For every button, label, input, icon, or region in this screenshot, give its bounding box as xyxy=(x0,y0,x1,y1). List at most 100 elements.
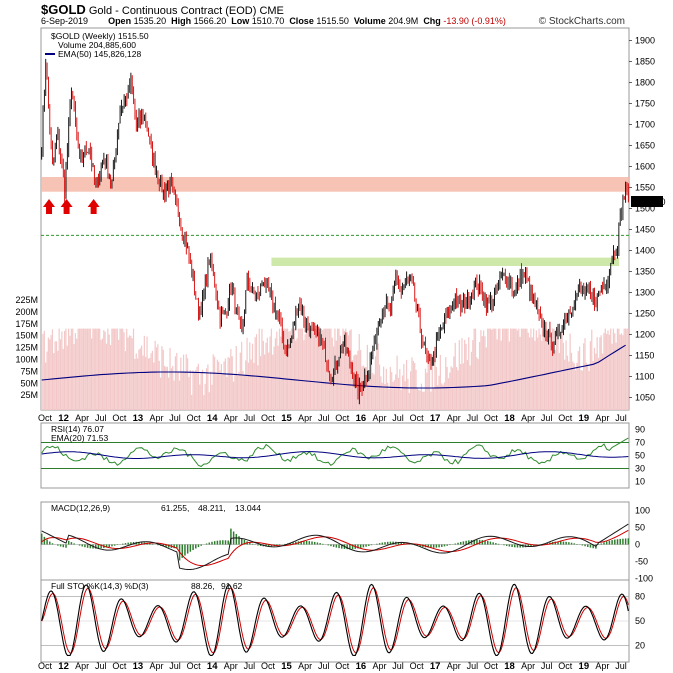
volume-bar xyxy=(312,328,314,410)
volume-bar xyxy=(299,328,301,410)
volume-bar xyxy=(545,328,547,410)
volume-bar xyxy=(176,353,178,410)
volume-bar xyxy=(568,361,570,410)
volume-bar xyxy=(442,384,444,410)
volume-bar xyxy=(259,356,262,410)
price-tick-label: 1400 xyxy=(635,245,655,255)
volume-bar xyxy=(68,328,70,410)
volume-bar xyxy=(63,330,66,410)
volume-bar xyxy=(95,328,97,410)
volume-bar xyxy=(547,328,550,410)
volume-bar xyxy=(147,358,150,410)
bottom-x-tick-label: Jul xyxy=(318,661,330,671)
quote-line: 6-Sep-2019 Open 1535.20 High 1566.20 Low… xyxy=(41,16,506,26)
volume-bar xyxy=(530,328,532,410)
bottom-x-tick-label: 16 xyxy=(356,661,367,672)
volume-bar xyxy=(607,330,609,410)
sto-d-line xyxy=(41,586,629,654)
volume-bar xyxy=(235,346,237,410)
volume-tick-label: 225M xyxy=(15,295,38,305)
volume-bar xyxy=(308,328,310,410)
volume-bar xyxy=(218,361,220,410)
volume-bar xyxy=(578,346,581,410)
volume-bar xyxy=(85,328,87,410)
volume-bar xyxy=(418,389,420,410)
volume-bar xyxy=(374,356,377,410)
bottom-x-tick-label: Apr xyxy=(595,661,609,671)
volume-bar xyxy=(507,328,509,410)
resistance-zone xyxy=(41,177,629,192)
bottom-x-tick-label: Oct xyxy=(335,661,350,671)
volume-bar xyxy=(82,328,85,410)
volume-bar xyxy=(246,337,248,410)
x-tick-label: Apr xyxy=(595,413,609,423)
volume-bar xyxy=(261,328,263,410)
price-tick-label: 1850 xyxy=(635,57,655,67)
x-tick-label: 12 xyxy=(58,413,69,424)
macd-tick-label: 50 xyxy=(635,523,645,533)
volume-bar xyxy=(219,370,221,410)
volume-bar xyxy=(611,343,613,410)
volume-bar xyxy=(615,342,617,410)
volume-bar xyxy=(565,340,567,410)
volume-bar xyxy=(599,337,601,410)
stockcharts-brand[interactable]: © StockCharts.com xyxy=(538,16,625,27)
chg-value: -13.90 (-0.91%) xyxy=(443,16,506,26)
volume-bar xyxy=(209,371,212,410)
volume-bar xyxy=(412,360,414,410)
volume-bar xyxy=(84,328,86,410)
volume-bar xyxy=(136,358,139,410)
x-tick-label: Apr xyxy=(372,413,386,423)
volume-bar xyxy=(204,383,206,410)
volume-bar xyxy=(349,330,351,410)
x-tick-label: 13 xyxy=(133,413,144,424)
bottom-x-tick-label: Apr xyxy=(224,661,238,671)
rsi-frame xyxy=(40,422,630,489)
volume-bar xyxy=(191,394,193,410)
volume-bar xyxy=(118,339,120,410)
volume-bar xyxy=(399,369,401,410)
price-tick-label: 1300 xyxy=(635,287,655,297)
volume-bar xyxy=(476,357,478,410)
volume-bar xyxy=(104,331,106,410)
volume-bar xyxy=(470,351,473,410)
volume-bar xyxy=(618,328,620,410)
volume-bar xyxy=(520,328,523,410)
macd-signal-value: 48.211, xyxy=(198,503,226,513)
sto-legend: Full STO %K(14,3) %D(3) xyxy=(51,581,149,591)
volume-bar xyxy=(59,339,62,410)
macd-tick-label: -100 xyxy=(635,574,653,584)
volume-bar xyxy=(561,328,563,410)
volume-bar xyxy=(253,362,255,410)
volume-bar xyxy=(596,337,598,410)
volume-bar xyxy=(303,340,305,410)
volume-bar xyxy=(381,382,383,410)
volume-bar xyxy=(414,362,416,410)
volume-bar xyxy=(77,328,79,410)
volume-bar xyxy=(181,371,183,410)
volume-bar xyxy=(92,328,94,410)
open-value: 1535.20 xyxy=(133,16,167,26)
volume-bar xyxy=(377,343,379,410)
volume-bar xyxy=(122,328,124,410)
volume-bar xyxy=(601,353,604,410)
volume-tick-label: 150M xyxy=(15,331,38,341)
volume-bar xyxy=(478,342,481,410)
x-tick-label: 14 xyxy=(207,413,218,424)
volume-bar xyxy=(410,371,412,410)
volume-bar xyxy=(268,352,270,410)
volume-bar xyxy=(123,332,125,410)
volume-bar xyxy=(504,328,506,410)
volume-bar xyxy=(65,328,67,410)
volume-bar xyxy=(251,343,254,410)
x-tick-label: Oct xyxy=(558,413,573,423)
volume-bar xyxy=(272,354,274,410)
bottom-x-tick-label: Oct xyxy=(484,661,499,671)
volume-bar xyxy=(247,362,250,410)
volume-bar xyxy=(549,328,551,410)
bottom-x-tick-label: 12 xyxy=(58,661,69,672)
volume-bar xyxy=(50,335,52,410)
price-legend: $GOLD (Weekly) 1515.50 xyxy=(51,31,149,41)
volume-bar xyxy=(515,328,517,410)
